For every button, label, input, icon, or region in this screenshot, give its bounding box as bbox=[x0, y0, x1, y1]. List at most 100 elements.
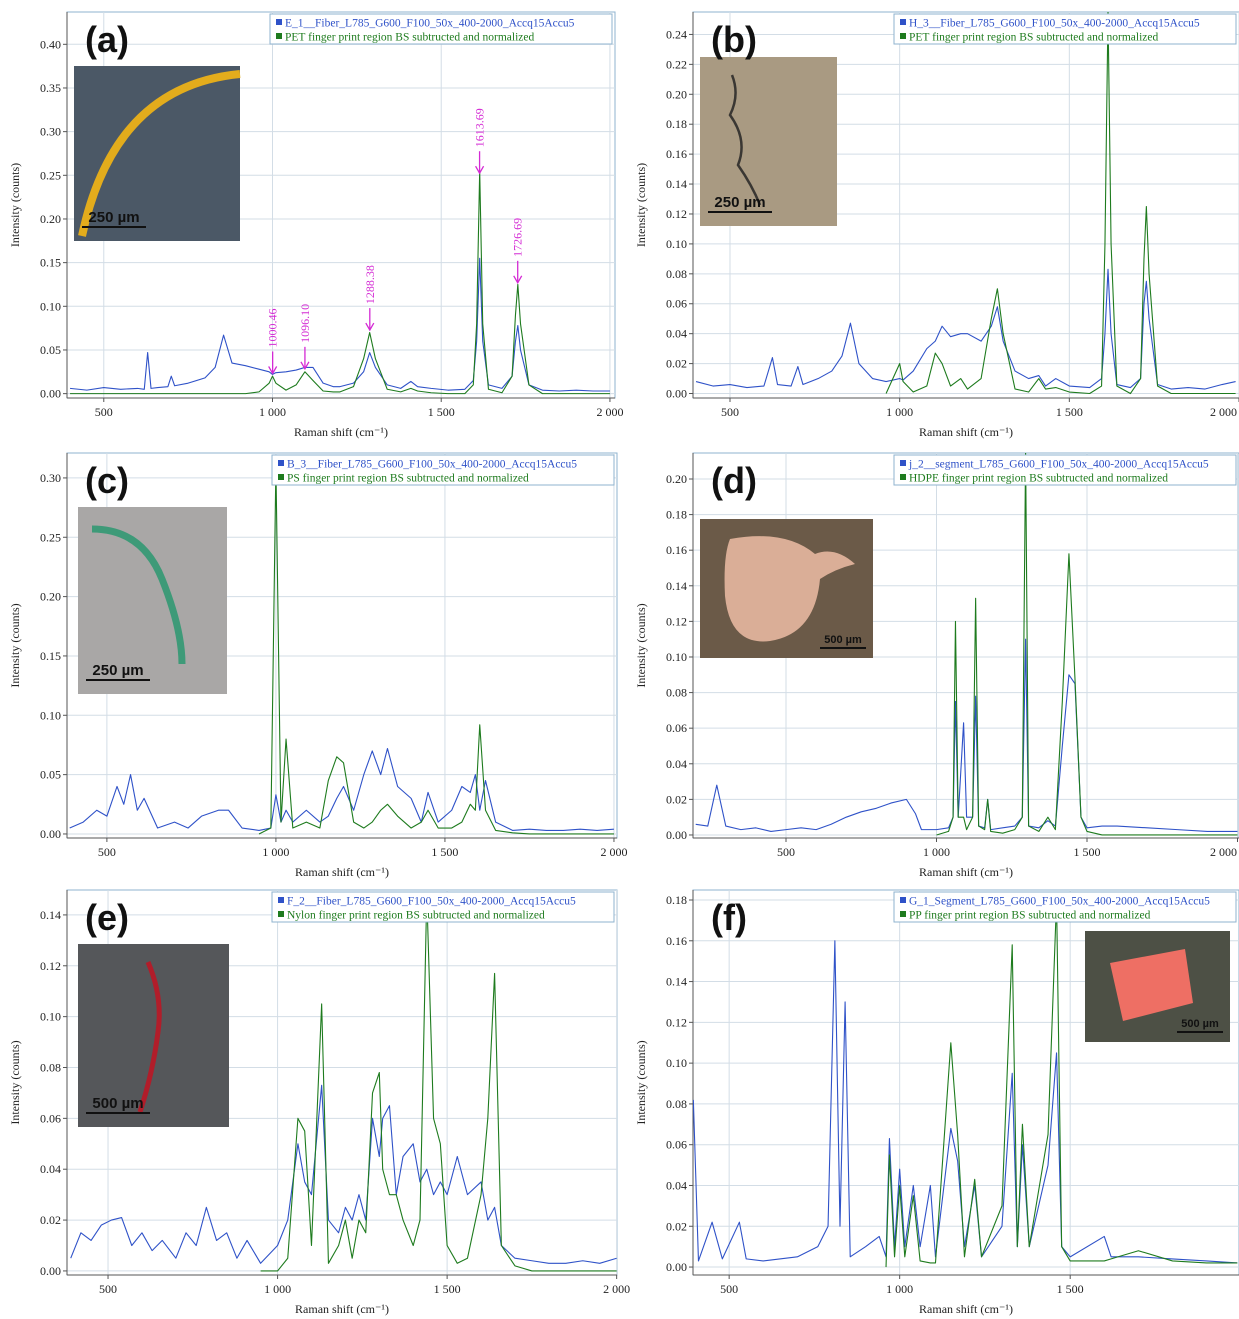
plot-lines bbox=[69, 170, 610, 395]
x-tick-label: 2 000 bbox=[596, 405, 623, 419]
legend-label: HDPE finger print region BS subtructed a… bbox=[909, 473, 1168, 485]
y-tick-label: 0.06 bbox=[666, 297, 687, 311]
annotation-label: 1726.69 bbox=[511, 218, 525, 257]
x-tick-label: 1 500 bbox=[1073, 845, 1100, 859]
legend-label: F_2__Fiber_L785_G600_F100_50x_400-2000_A… bbox=[287, 896, 576, 908]
legend-label: E_1__Fiber_L785_G600_F100_50x_400-2000_A… bbox=[285, 18, 575, 30]
annotation-arrowhead bbox=[365, 322, 375, 332]
y-tick-label: 0.12 bbox=[666, 614, 687, 628]
x-tick-label: 1 000 bbox=[264, 1282, 291, 1296]
x-tick-label: 1 500 bbox=[1056, 405, 1083, 419]
x-tick-label: 500 bbox=[777, 845, 795, 859]
inset-photo bbox=[78, 507, 227, 694]
x-tick-label: 500 bbox=[721, 405, 739, 419]
annotation-label: 1613.69 bbox=[473, 108, 487, 147]
scale-label: 500 µm bbox=[92, 1095, 143, 1112]
y-tick-label: 0.10 bbox=[40, 299, 61, 313]
y-tick-label: 0.02 bbox=[666, 1219, 687, 1233]
y-tick-label: 0.12 bbox=[40, 959, 61, 973]
inset-object bbox=[1110, 949, 1193, 1021]
legend-swatch bbox=[900, 474, 906, 480]
legend-box bbox=[271, 891, 615, 923]
x-axis-label: Raman shift (cm⁻¹) bbox=[919, 425, 1013, 439]
y-tick-label: 0.10 bbox=[666, 1056, 687, 1070]
plot-lines bbox=[70, 894, 617, 1272]
legend-box bbox=[269, 13, 613, 45]
spectrum-line bbox=[885, 899, 1238, 1268]
x-axis-label: Raman shift (cm⁻¹) bbox=[294, 425, 388, 439]
y-tick-label: 0.18 bbox=[666, 893, 687, 907]
legend-label: Nylon finger print region BS subtructed … bbox=[287, 910, 545, 922]
y-tick-label: 0.05 bbox=[40, 343, 61, 357]
x-tick-label: 1 500 bbox=[431, 845, 458, 859]
y-tick-label: 0.02 bbox=[40, 1213, 61, 1227]
spectrum-line bbox=[936, 453, 1238, 836]
x-tick-label: 2 000 bbox=[1210, 405, 1237, 419]
x-tick-label: 500 bbox=[720, 1282, 738, 1296]
legend-label: G_1_Segment_L785_G600_F100_50x_400-2000_… bbox=[909, 896, 1210, 908]
legend-box bbox=[271, 454, 615, 486]
x-tick-label: 500 bbox=[98, 845, 116, 859]
y-axis-label: Intensity (counts) bbox=[8, 603, 22, 687]
spectrum-line bbox=[693, 940, 1238, 1264]
y-tick-label: 0.16 bbox=[666, 147, 687, 161]
legend-label: PET finger print region BS subtructed an… bbox=[285, 32, 534, 44]
scale-label: 500 µm bbox=[824, 634, 862, 646]
annotation-label: 1288.38 bbox=[363, 265, 377, 304]
x-tick-label: 1 000 bbox=[262, 845, 289, 859]
y-tick-label: 0.15 bbox=[40, 256, 61, 270]
y-tick-label: 0.12 bbox=[666, 207, 687, 221]
y-tick-label: 0.15 bbox=[40, 649, 61, 663]
scale-label: 250 µm bbox=[88, 209, 139, 226]
y-tick-label: 0.00 bbox=[40, 1264, 61, 1278]
spectrum-line bbox=[70, 170, 610, 395]
inset-photo bbox=[74, 66, 240, 241]
inset-object bbox=[728, 74, 762, 206]
y-axis-label: Intensity (counts) bbox=[634, 163, 648, 247]
y-tick-label: 0.35 bbox=[40, 81, 61, 95]
x-tick-label: 1 000 bbox=[923, 845, 950, 859]
y-axis-label: Intensity (counts) bbox=[8, 163, 22, 247]
legend-swatch bbox=[900, 911, 906, 917]
x-tick-label: 1 500 bbox=[428, 405, 455, 419]
legend-swatch bbox=[278, 474, 284, 480]
y-tick-label: 0.12 bbox=[666, 1015, 687, 1029]
y-tick-label: 0.00 bbox=[666, 828, 687, 842]
y-tick-label: 0.00 bbox=[666, 387, 687, 401]
y-tick-label: 0.04 bbox=[666, 757, 687, 771]
y-tick-label: 0.10 bbox=[40, 1010, 61, 1024]
legend-swatch bbox=[276, 33, 282, 39]
inset-object bbox=[78, 70, 241, 237]
y-axis-label: Intensity (counts) bbox=[8, 1040, 22, 1124]
x-tick-label: 500 bbox=[99, 1282, 117, 1296]
y-tick-label: 0.14 bbox=[40, 908, 61, 922]
legend-label: j_2__segment_L785_G600_F100_50x_400-2000… bbox=[908, 459, 1209, 471]
y-tick-label: 0.08 bbox=[666, 686, 687, 700]
plot-lines bbox=[693, 899, 1238, 1268]
x-axis-label: Raman shift (cm⁻¹) bbox=[295, 1302, 389, 1316]
y-tick-label: 0.40 bbox=[40, 37, 61, 51]
annotation-arrowhead bbox=[513, 275, 523, 285]
x-tick-label: 1 000 bbox=[886, 1282, 913, 1296]
x-axis-label: Raman shift (cm⁻¹) bbox=[919, 1302, 1013, 1316]
scale-label: 500 µm bbox=[1181, 1018, 1219, 1030]
y-tick-label: 0.22 bbox=[666, 57, 687, 71]
y-tick-label: 0.06 bbox=[40, 1111, 61, 1125]
scale-label: 250 µm bbox=[92, 662, 143, 679]
inset-object bbox=[137, 961, 162, 1113]
legend-swatch bbox=[900, 460, 906, 466]
y-tick-label: 0.08 bbox=[666, 267, 687, 281]
legend-box bbox=[893, 891, 1237, 923]
legend-box bbox=[893, 454, 1237, 486]
y-tick-label: 0.02 bbox=[666, 357, 687, 371]
y-tick-label: 0.20 bbox=[666, 472, 687, 486]
y-tick-label: 0.10 bbox=[666, 650, 687, 664]
y-axis-label: Intensity (counts) bbox=[634, 603, 648, 687]
legend-box bbox=[893, 13, 1237, 45]
spectrum-line bbox=[69, 747, 614, 831]
panel-label: (f) bbox=[711, 897, 747, 938]
inset-object bbox=[91, 525, 186, 665]
x-tick-label: 500 bbox=[95, 405, 113, 419]
y-tick-label: 0.00 bbox=[40, 827, 61, 841]
